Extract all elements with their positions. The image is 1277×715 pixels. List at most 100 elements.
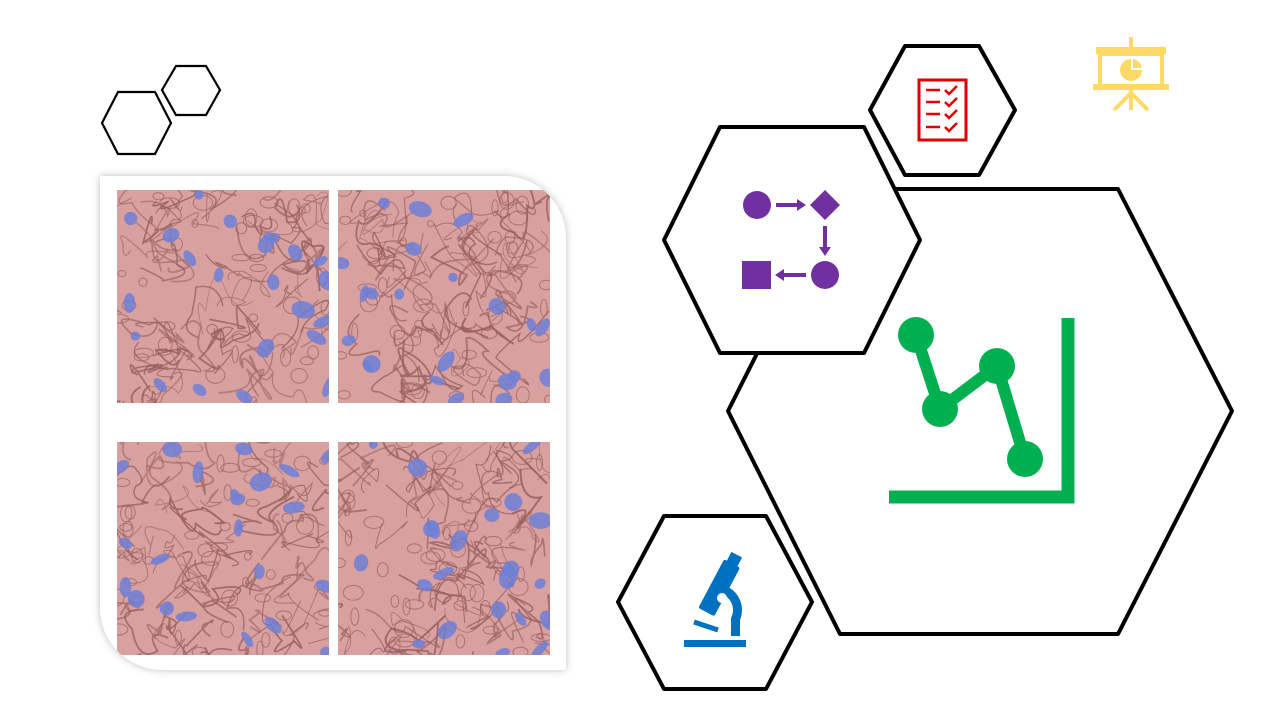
- small-hexagon-left: [100, 90, 173, 156]
- nucleus: [394, 288, 405, 300]
- nucleus: [233, 519, 243, 537]
- nucleus: [230, 493, 246, 506]
- tile-bottom-left: [117, 442, 329, 655]
- nucleus: [322, 375, 329, 397]
- nucleus: [254, 564, 265, 580]
- nucleus: [150, 553, 170, 565]
- nucleus: [320, 646, 329, 655]
- micrograph-image: [338, 442, 550, 655]
- nucleus: [263, 232, 281, 242]
- nucleus: [223, 214, 238, 229]
- nucleus: [194, 190, 204, 200]
- nucleus: [448, 392, 465, 403]
- nucleus: [315, 579, 329, 593]
- checklist-hexagon: [868, 44, 1017, 177]
- nucleus: [153, 378, 167, 393]
- nucleus: [412, 639, 426, 649]
- nucleus: [528, 512, 550, 529]
- nucleus: [534, 578, 546, 590]
- nucleus: [535, 318, 550, 337]
- nucleus: [359, 285, 369, 302]
- nucleus: [288, 244, 303, 261]
- nucleus: [522, 442, 542, 455]
- nucleus: [417, 578, 433, 592]
- nucleus: [175, 611, 198, 622]
- nucleus: [124, 211, 138, 226]
- nucleus: [362, 360, 373, 373]
- nucleus: [313, 315, 329, 328]
- nucleus: [429, 375, 445, 386]
- microscope-icon: [684, 551, 746, 647]
- workflow-hexagon: [662, 125, 922, 355]
- nucleus: [530, 640, 548, 655]
- nucleus: [484, 508, 500, 523]
- nucleus: [495, 648, 511, 655]
- nucleus: [162, 227, 180, 243]
- nucleus: [118, 537, 133, 550]
- nucleus: [235, 442, 253, 456]
- nucleus: [264, 617, 282, 634]
- nucleus: [368, 442, 378, 450]
- nucleus: [321, 449, 329, 464]
- nucleus: [241, 631, 254, 648]
- nucleus: [405, 242, 422, 256]
- tile-bottom-right: [338, 442, 550, 655]
- nucleus: [407, 458, 428, 477]
- micrograph-panel: [100, 176, 566, 670]
- nucleus: [488, 298, 506, 315]
- nucleus: [249, 472, 273, 492]
- nucleus: [267, 274, 280, 291]
- nucleus: [213, 267, 224, 283]
- nucleus: [515, 612, 527, 626]
- nucleus: [450, 530, 468, 552]
- nucleus: [256, 338, 275, 358]
- nucleus: [495, 392, 513, 403]
- nucleus: [282, 501, 305, 514]
- nucleus: [338, 257, 350, 270]
- nucleus: [437, 620, 457, 640]
- nucleus: [123, 293, 136, 313]
- nucleus: [306, 329, 327, 345]
- nucleus: [192, 461, 204, 484]
- micrograph-image: [117, 442, 329, 655]
- line-chart-icon: [889, 317, 1075, 504]
- nucleus: [341, 335, 356, 346]
- nucleus: [539, 610, 550, 631]
- nucleus: [423, 520, 439, 537]
- nucleus: [498, 565, 518, 589]
- nucleus: [162, 442, 183, 458]
- nucleus: [526, 318, 537, 332]
- nucleus: [408, 201, 432, 218]
- presentation-icon: [1093, 37, 1169, 112]
- nucleus: [130, 331, 141, 341]
- nucleus: [319, 270, 329, 291]
- nucleus: [353, 554, 369, 572]
- nucleus: [448, 272, 458, 283]
- small-hexagon-right: [160, 64, 222, 117]
- nucleus: [236, 389, 253, 403]
- nucleus: [127, 589, 145, 608]
- workflow-icon: [742, 190, 840, 289]
- nucleus: [183, 250, 197, 266]
- nucleus: [291, 300, 315, 319]
- micrograph-image: [117, 190, 329, 403]
- nucleus: [508, 370, 521, 383]
- micrograph-image: [338, 190, 550, 403]
- nucleus: [504, 493, 523, 512]
- tile-top-left: [117, 190, 329, 403]
- nucleus: [159, 601, 174, 616]
- nucleus: [433, 567, 454, 580]
- nucleus: [119, 576, 132, 598]
- tile-top-right: [338, 190, 550, 403]
- nucleus: [117, 460, 130, 474]
- nucleus: [453, 212, 474, 228]
- checklist-icon: [917, 78, 968, 142]
- nucleus: [437, 351, 455, 372]
- nucleus: [490, 601, 507, 619]
- nucleus: [313, 256, 328, 267]
- nucleus: [539, 368, 550, 387]
- nucleus: [378, 197, 390, 210]
